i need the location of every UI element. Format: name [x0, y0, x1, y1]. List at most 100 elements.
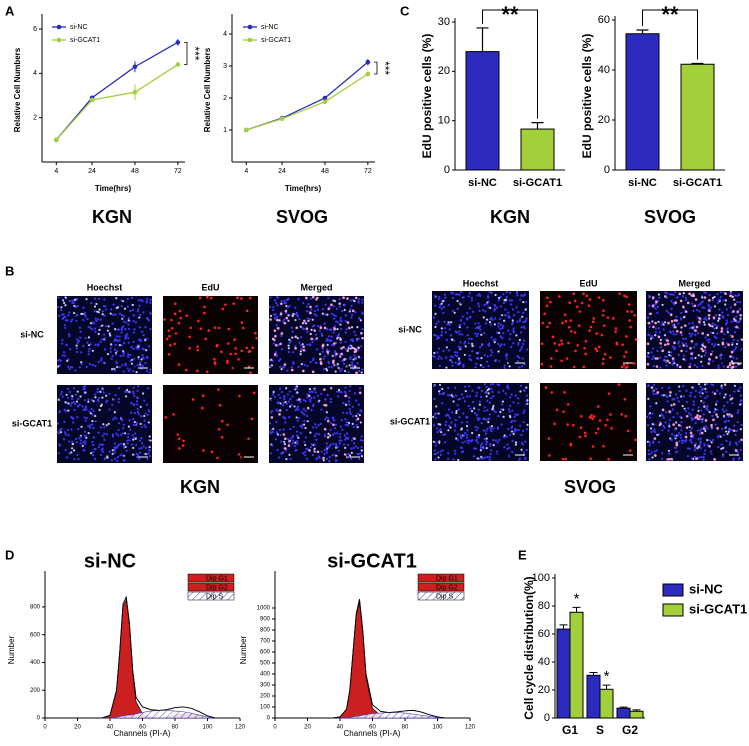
nucleus	[487, 306, 490, 309]
nucleus	[144, 425, 147, 429]
edu-cell	[248, 349, 252, 353]
nucleus	[522, 311, 525, 314]
nucleus	[707, 304, 711, 308]
nucleus	[734, 294, 737, 297]
edu-cell	[540, 362, 544, 366]
nucleus	[75, 319, 78, 322]
nucleus	[116, 328, 119, 331]
nucleus	[440, 327, 444, 330]
edu-cell	[679, 331, 683, 334]
edu-cell	[234, 352, 237, 356]
y-tick-label: 40	[538, 656, 550, 668]
nucleus	[357, 355, 360, 358]
edu-cell	[360, 331, 363, 335]
nucleus	[325, 446, 329, 449]
nucleus	[500, 408, 503, 411]
edu-cell	[651, 304, 655, 308]
legend-label: Dip S	[206, 593, 223, 600]
nucleus	[74, 437, 78, 441]
nucleus	[738, 440, 741, 443]
nucleus	[336, 363, 339, 366]
x-tick-label: 100	[432, 725, 443, 731]
nucleus	[306, 396, 309, 399]
nucleus	[690, 356, 694, 360]
edu-cell	[646, 342, 650, 346]
nucleus	[471, 344, 474, 348]
nucleus	[512, 401, 515, 404]
nucleus	[132, 386, 135, 389]
nucleus	[648, 441, 651, 444]
edu-cell	[283, 321, 287, 325]
nucleus	[455, 437, 458, 440]
nucleus	[722, 453, 725, 456]
edu-cell	[283, 363, 287, 366]
nucleus	[693, 444, 697, 447]
edu-cell	[564, 457, 567, 461]
nucleus	[360, 345, 363, 348]
nucleus	[68, 367, 71, 371]
edu-cell	[588, 298, 592, 301]
nucleus	[339, 432, 342, 435]
nucleus	[291, 442, 294, 445]
nucleus	[524, 308, 527, 311]
nucleus	[64, 326, 67, 330]
edu-cell	[688, 365, 692, 369]
nucleus	[301, 322, 305, 325]
edu-cell	[346, 321, 350, 324]
y-tick-label: 400	[260, 672, 271, 678]
edu-cell	[185, 314, 189, 317]
nucleus	[478, 294, 482, 298]
nucleus	[138, 316, 141, 319]
nucleus	[519, 384, 522, 387]
nucleus	[292, 361, 295, 364]
nucleus	[511, 439, 514, 442]
legend-swatch	[662, 603, 684, 617]
nucleus	[275, 301, 278, 305]
edu-cell	[609, 356, 612, 359]
nucleus	[681, 441, 684, 445]
nucleus	[353, 347, 356, 350]
nucleus	[463, 342, 466, 345]
nucleus	[666, 395, 669, 398]
nucleus	[716, 389, 719, 392]
nucleus	[310, 396, 313, 400]
nucleus	[664, 394, 667, 397]
nucleus	[462, 412, 465, 415]
nucleus	[476, 356, 480, 360]
edu-cell	[588, 329, 591, 332]
nucleus	[464, 385, 467, 388]
nucleus	[477, 418, 480, 422]
scale-bar-label: 50 μm	[334, 454, 348, 460]
nucleus	[87, 325, 90, 328]
nucleus	[689, 413, 692, 416]
edu-cell	[346, 297, 349, 300]
edu-cell	[306, 406, 310, 410]
edu-cell	[254, 331, 257, 335]
nucleus	[479, 346, 482, 349]
nucleus	[679, 415, 682, 418]
edu-cell	[673, 325, 677, 329]
data-point	[279, 116, 285, 122]
y-tick-label: 700	[260, 639, 271, 645]
x-tick-label: 0	[273, 725, 277, 731]
nucleus	[518, 366, 521, 369]
nucleus	[282, 401, 285, 405]
nucleus	[454, 361, 457, 364]
nucleus	[273, 317, 276, 320]
nucleus	[498, 438, 501, 442]
nucleus	[499, 305, 503, 308]
nucleus	[120, 344, 123, 347]
nucleus	[144, 446, 148, 450]
nucleus	[122, 427, 125, 430]
y-tick-label: 60	[538, 628, 550, 640]
nucleus	[279, 396, 282, 399]
nucleus	[100, 357, 103, 360]
nucleus	[130, 346, 133, 349]
edu-cell	[572, 292, 576, 296]
nucleus	[522, 339, 526, 342]
nucleus	[128, 327, 131, 330]
nucleus	[731, 343, 734, 346]
nucleus	[111, 433, 114, 436]
edu-cell	[179, 316, 183, 320]
nucleus	[511, 319, 514, 322]
